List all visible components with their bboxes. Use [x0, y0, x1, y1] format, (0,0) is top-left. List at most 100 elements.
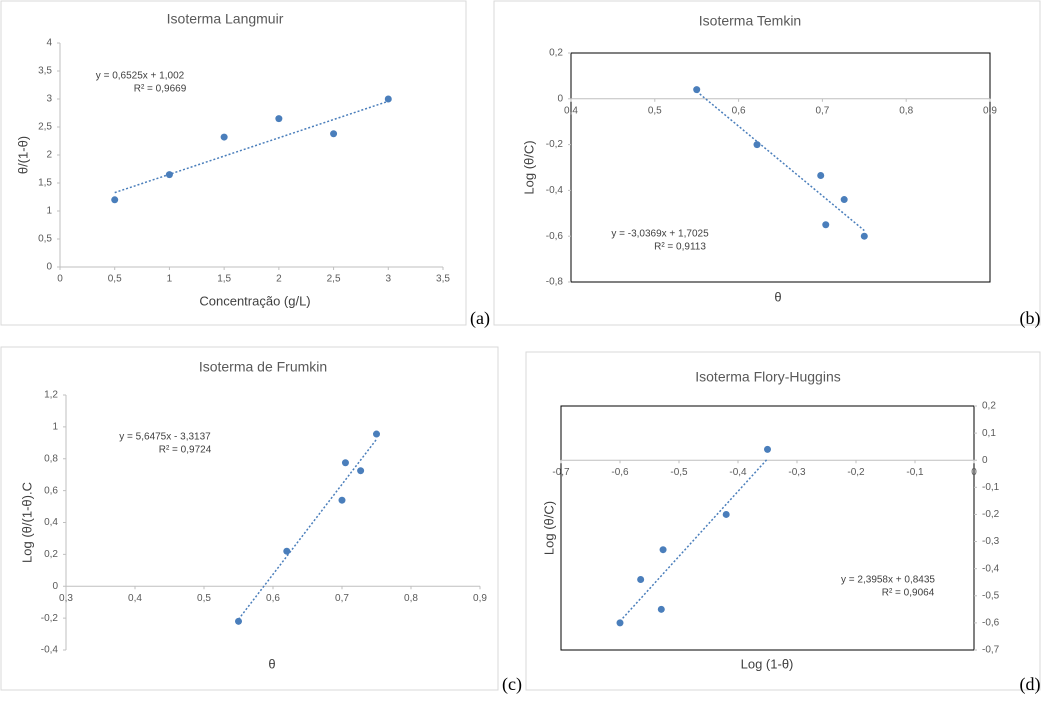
- data-point: [616, 619, 624, 627]
- y-tick-label: 0: [46, 262, 52, 273]
- data-point: [817, 172, 825, 180]
- y-tick-label: 3: [46, 94, 52, 105]
- x-tick-label: 0,5: [648, 105, 662, 116]
- x-tick-label: 2: [276, 274, 282, 285]
- plot-frame: [570, 52, 991, 283]
- y-tick-label: 1: [52, 422, 58, 433]
- y-tick-label: -0,2: [982, 509, 1000, 520]
- y-tick-label: 0,2: [44, 549, 58, 560]
- y-tick-label: 1,5: [38, 178, 52, 189]
- x-tick-label: -0,3: [788, 467, 806, 478]
- data-point: [357, 467, 365, 475]
- panel-label: (b): [1020, 308, 1041, 329]
- data-point: [860, 232, 868, 240]
- x-tick-label: -0,2: [847, 467, 865, 478]
- plot-frame: [560, 405, 975, 651]
- trendline: [237, 438, 378, 620]
- data-point: [165, 171, 173, 179]
- y-tick-label: 3,5: [38, 66, 52, 77]
- data-point: [235, 617, 242, 625]
- data-point: [341, 459, 349, 467]
- data-point: [657, 605, 665, 613]
- x-tick-label: 0,5: [197, 593, 211, 604]
- y-tick-label: 2,5: [38, 122, 52, 133]
- y-axis-title: θ/(1-θ): [15, 136, 30, 174]
- y-tick-label: 0,2: [549, 48, 563, 59]
- x-tick-label: 0,8: [404, 593, 418, 604]
- chart-title: Isoterma Langmuir: [167, 11, 284, 27]
- x-tick-label: 0,8: [899, 105, 913, 116]
- chart-title: Isoterma Temkin: [699, 13, 801, 29]
- equation: R² = 0,9064: [882, 588, 935, 599]
- data-point: [637, 576, 645, 584]
- panel-label: (c): [502, 674, 522, 695]
- x-tick-label: -0,6: [611, 467, 629, 478]
- y-axis-title: Log (θ/C): [541, 501, 556, 555]
- y-axis-title: Log (θ/C): [521, 140, 536, 194]
- panel-border: [493, 0, 1041, 326]
- panel-label: (a): [470, 308, 490, 329]
- x-tick-label: 0,3: [59, 593, 73, 604]
- data-point: [384, 95, 392, 103]
- x-tick-label: 0,7: [815, 105, 829, 116]
- y-tick-label: -0,2: [41, 613, 59, 624]
- y-tick-label: 4: [46, 38, 52, 49]
- data-point: [753, 141, 761, 149]
- equation: R² = 0,9113: [654, 242, 706, 253]
- x-tick-label: -0,5: [670, 467, 688, 478]
- data-point: [822, 221, 830, 229]
- y-tick-label: -0,4: [546, 185, 564, 196]
- x-tick-label: -0,4: [729, 467, 747, 478]
- x-tick-label: 0,6: [266, 593, 280, 604]
- data-point: [722, 510, 730, 518]
- data-point: [275, 115, 283, 123]
- y-tick-label: 2: [46, 150, 52, 161]
- y-tick-label: -0,8: [546, 277, 564, 288]
- x-axis-title: θ: [268, 656, 275, 671]
- data-point: [693, 86, 701, 94]
- x-tick-label: 1,5: [217, 274, 231, 285]
- equation: R² = 0,9724: [159, 445, 212, 456]
- y-tick-label: -0,4: [982, 563, 1000, 574]
- y-tick-label: 1: [46, 206, 52, 217]
- data-point: [840, 196, 848, 204]
- x-tick-label: 0: [971, 467, 977, 478]
- trendline: [696, 90, 865, 232]
- x-tick-label: 2,5: [327, 274, 341, 285]
- x-tick-label: 0: [57, 274, 63, 285]
- y-tick-label: 0,2: [982, 401, 996, 412]
- x-tick-label: 0,7: [335, 593, 349, 604]
- equation: y = -3,0369x + 1,7025: [611, 229, 709, 240]
- equation: R² = 0,9669: [134, 84, 187, 95]
- y-axis-title: Log (θ/(1-θ).C: [19, 482, 34, 563]
- y-tick-label: 0,8: [44, 453, 58, 464]
- equation: y = 2,3958x + 0,8435: [841, 575, 935, 586]
- panel-label: (d): [1020, 674, 1041, 695]
- x-tick-label: -0,7: [552, 467, 570, 478]
- chart-title: Isoterma Flory-Huggins: [695, 369, 841, 385]
- y-tick-label: 0,1: [982, 428, 996, 439]
- y-tick-label: 1,2: [44, 390, 58, 401]
- data-point: [330, 130, 338, 138]
- data-point: [373, 430, 380, 438]
- y-tick-label: 0: [982, 455, 988, 466]
- data-point: [220, 133, 228, 141]
- x-tick-label: 0,9: [473, 593, 487, 604]
- equation: y = 5,6475x - 3,3137: [119, 432, 211, 443]
- y-tick-label: -0,7: [982, 645, 1000, 656]
- x-tick-label: 0,4: [564, 105, 578, 116]
- x-tick-label: 0,9: [983, 105, 997, 116]
- x-tick-label: -0,1: [906, 467, 924, 478]
- y-tick-label: -0,2: [546, 139, 564, 150]
- panel-border: [0, 0, 467, 326]
- data-point: [111, 196, 119, 204]
- y-tick-label: 0: [52, 581, 58, 592]
- data-point: [659, 546, 667, 554]
- x-tick-label: 3,5: [436, 274, 450, 285]
- y-tick-label: 0,5: [38, 234, 52, 245]
- x-tick-label: 1: [167, 274, 173, 285]
- x-tick-label: 0,5: [108, 274, 122, 285]
- y-tick-label: -0,5: [982, 590, 1000, 601]
- y-tick-label: -0,4: [41, 645, 59, 656]
- data-point: [338, 496, 346, 504]
